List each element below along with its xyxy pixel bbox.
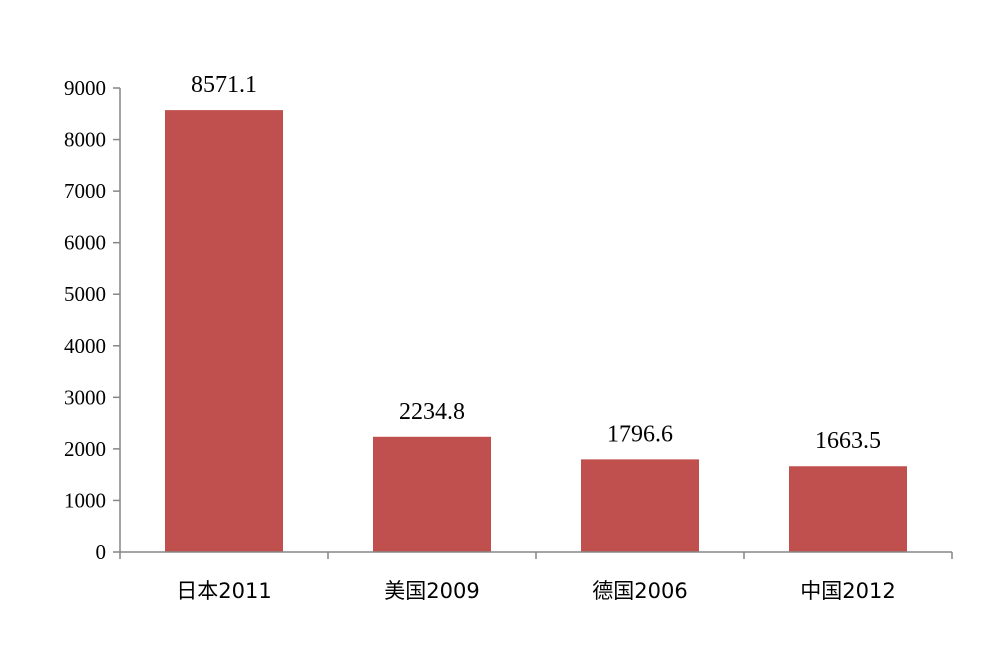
bar xyxy=(789,466,907,552)
data-label: 2234.8 xyxy=(399,399,465,425)
y-tick-label: 4000 xyxy=(64,334,106,358)
x-category-label: 德国2006 xyxy=(592,579,687,603)
x-category-label: 中国2012 xyxy=(800,579,895,603)
y-axis: 0 1000 2000 3000 4000 5000 6000 7000 8000 9000 xyxy=(64,76,121,564)
y-tick-label: 7000 xyxy=(64,179,106,203)
data-label: 1796.6 xyxy=(607,421,673,447)
y-tick-label: 0 xyxy=(96,540,107,564)
y-tick-label: 3000 xyxy=(64,385,106,409)
bar-chart: 0 1000 2000 3000 4000 5000 6000 7000 8000 9000 85… xyxy=(64,72,953,603)
bar xyxy=(373,436,491,552)
x-category-label: 美国2009 xyxy=(384,579,479,603)
bar xyxy=(165,110,283,552)
y-tick-label: 5000 xyxy=(64,282,106,306)
y-tick-label: 8000 xyxy=(64,128,106,152)
data-label: 8571.1 xyxy=(191,72,257,98)
x-category-label: 日本2011 xyxy=(176,579,271,603)
data-label: 1663.5 xyxy=(815,428,881,454)
x-axis: 日本2011 美国2009 德国2006 中国2012 xyxy=(119,551,953,603)
y-tick-label: 6000 xyxy=(64,231,106,255)
bar xyxy=(581,459,699,552)
bars: 8571.1 2234.8 1796.6 1663.5 xyxy=(165,72,907,552)
chart-frame: 0 1000 2000 3000 4000 5000 6000 7000 8000 9000 85… xyxy=(6,40,994,635)
y-tick-label: 9000 xyxy=(64,76,106,100)
y-tick-label: 2000 xyxy=(64,437,106,461)
y-tick-label: 1000 xyxy=(64,488,106,512)
